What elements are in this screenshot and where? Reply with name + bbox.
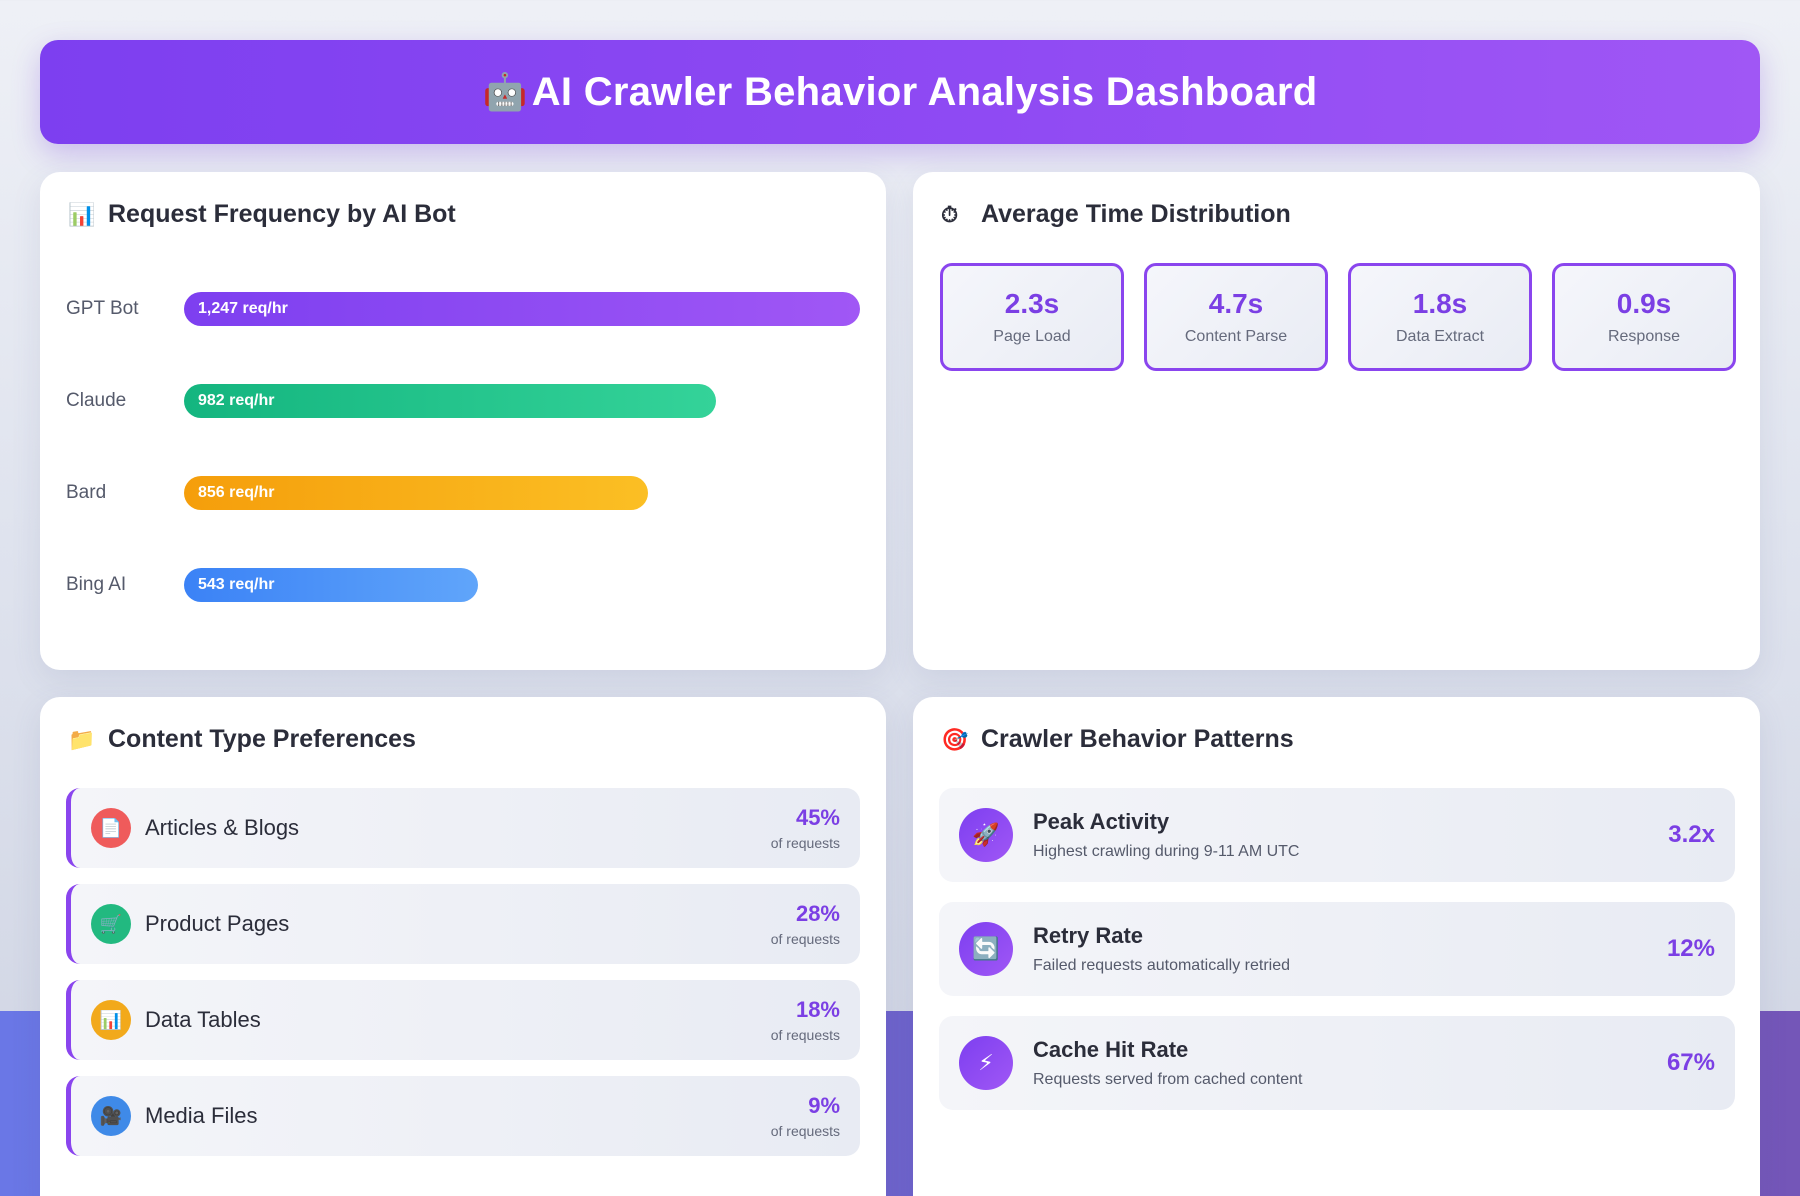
bot-row: Bard 856 req/hr: [66, 476, 866, 510]
refresh-icon: 🔄: [959, 922, 1013, 976]
bot-name: Bing AI: [66, 574, 127, 595]
content-type-stat: 28% of requests: [771, 901, 840, 947]
time-tile-data-extract: 1.8s Data Extract: [1348, 263, 1532, 371]
pattern-title: Peak Activity: [1033, 809, 1170, 834]
time-label: Response: [1607, 328, 1681, 345]
list-item: ⚡ Cache Hit Rate Requests served from ca…: [939, 1016, 1735, 1110]
pattern-text: Peak Activity Highest crawling during 9-…: [1033, 809, 1668, 861]
content-type-percent: 18%: [795, 997, 840, 1022]
bar-value-label: 856 req/hr: [198, 484, 275, 501]
behavior-patterns-card: 🎯 Crawler Behavior Patterns 🚀 Peak Activ…: [913, 697, 1760, 1196]
time-label: Data Extract: [1395, 328, 1485, 345]
pattern-value: 12%: [1666, 935, 1715, 962]
video-camera-icon: 🎥: [91, 1096, 131, 1136]
content-type-stat: 18% of requests: [771, 997, 840, 1043]
time-value: 2.3s: [1004, 288, 1060, 319]
time-label: Content Parse: [1184, 328, 1288, 345]
bar-gpt-bot: 1,247 req/hr: [184, 292, 860, 326]
card-title: 📊 Request Frequency by AI Bot: [68, 200, 456, 229]
time-tile-page-load: 2.3s Page Load: [940, 263, 1124, 371]
dashboard-header: 🤖 AI Crawler Behavior Analysis Dashboard: [40, 40, 1760, 144]
time-value: 0.9s: [1616, 288, 1672, 319]
card-title: ⏱ Average Time Distribution: [941, 200, 1291, 229]
content-type-label: Media Files: [145, 1103, 258, 1128]
pattern-value: 3.2x: [1668, 821, 1715, 848]
behavior-patterns-title: Crawler Behavior Patterns: [981, 725, 1294, 753]
pattern-text: Retry Rate Failed requests automatically…: [1033, 923, 1667, 975]
time-value: 4.7s: [1208, 288, 1264, 319]
bar-bard: 856 req/hr: [184, 476, 649, 510]
folder-icon: 📁: [68, 726, 96, 752]
list-item: 🎥 Media Files 9% of requests: [66, 1076, 860, 1156]
rocket-icon: 🚀: [959, 808, 1013, 862]
content-type-percent: 9%: [808, 1093, 840, 1118]
content-type-stat: 45% of requests: [771, 805, 840, 851]
pattern-description: Failed requests automatically retried: [1033, 957, 1291, 974]
content-type-title: Content Type Preferences: [108, 725, 416, 753]
content-type-label: Articles & Blogs: [145, 815, 300, 840]
robot-icon: 🤖: [482, 71, 528, 112]
card-title: 📁 Content Type Preferences: [68, 725, 416, 754]
content-type-sublabel: of requests: [770, 1027, 840, 1043]
bar-chart-icon: 📊: [91, 1000, 131, 1040]
list-item: 📄 Articles & Blogs 45% of requests: [66, 788, 860, 868]
bar-value-label: 543 req/hr: [198, 576, 275, 593]
time-distribution-card: ⏱ Average Time Distribution 2.3s Page Lo…: [913, 172, 1760, 670]
target-icon: 🎯: [941, 726, 969, 752]
time-distribution-title: Average Time Distribution: [981, 200, 1291, 228]
list-item: 📊 Data Tables 18% of requests: [66, 980, 860, 1060]
pattern-value: 67%: [1666, 1049, 1715, 1076]
bar-value-label: 982 req/hr: [198, 392, 275, 409]
pattern-title: Cache Hit Rate: [1033, 1037, 1189, 1062]
bar-bing-ai: 543 req/hr: [184, 568, 479, 602]
bar-track: 543 req/hr: [184, 568, 860, 602]
request-frequency-title: Request Frequency by AI Bot: [108, 200, 456, 228]
pattern-description: Requests served from cached content: [1033, 1071, 1303, 1088]
bar-track: 1,247 req/hr: [184, 292, 860, 326]
content-type-sublabel: of requests: [770, 931, 840, 947]
shopping-cart-icon: 🛒: [91, 904, 131, 944]
time-label: Page Load: [993, 328, 1071, 345]
content-type-label: Product Pages: [145, 911, 290, 936]
stopwatch-icon: ⏱: [941, 201, 959, 227]
bar-chart-icon: 📊: [68, 201, 96, 227]
pattern-description: Highest crawling during 9-11 AM UTC: [1033, 843, 1300, 860]
content-type-percent: 45%: [795, 805, 840, 830]
page-title: AI Crawler Behavior Analysis Dashboard: [531, 69, 1318, 114]
list-item: 🔄 Retry Rate Failed requests automatical…: [939, 902, 1735, 996]
content-type-label: Data Tables: [145, 1007, 261, 1032]
bar-claude: 982 req/hr: [184, 384, 717, 418]
content-type-percent: 28%: [795, 901, 840, 926]
bot-name: Claude: [66, 390, 127, 411]
lightning-icon: ⚡: [959, 1036, 1013, 1090]
bot-row: GPT Bot 1,247 req/hr: [66, 292, 866, 326]
request-frequency-card: 📊 Request Frequency by AI Bot GPT Bot 1,…: [40, 172, 886, 670]
content-type-card: 📁 Content Type Preferences 📄 Articles & …: [40, 697, 886, 1196]
bot-row: Bing AI 543 req/hr: [66, 568, 866, 602]
bar-track: 856 req/hr: [184, 476, 860, 510]
bot-name: Bard: [66, 482, 107, 503]
pattern-title: Retry Rate: [1033, 923, 1144, 948]
pattern-text: Cache Hit Rate Requests served from cach…: [1033, 1037, 1667, 1089]
time-tile-response: 0.9s Response: [1552, 263, 1736, 371]
time-value: 1.8s: [1412, 288, 1468, 319]
content-type-sublabel: of requests: [770, 1123, 840, 1139]
list-item: 🚀 Peak Activity Highest crawling during …: [939, 788, 1735, 882]
time-tile-content-parse: 4.7s Content Parse: [1144, 263, 1328, 371]
document-icon: 📄: [91, 808, 131, 848]
content-type-stat: 9% of requests: [771, 1093, 840, 1139]
bot-name: GPT Bot: [66, 298, 139, 319]
card-title: 🎯 Crawler Behavior Patterns: [941, 725, 1294, 754]
content-type-sublabel: of requests: [770, 835, 840, 851]
list-item: 🛒 Product Pages 28% of requests: [66, 884, 860, 964]
bot-row: Claude 982 req/hr: [66, 384, 866, 418]
bar-value-label: 1,247 req/hr: [198, 300, 288, 317]
bar-track: 982 req/hr: [184, 384, 860, 418]
